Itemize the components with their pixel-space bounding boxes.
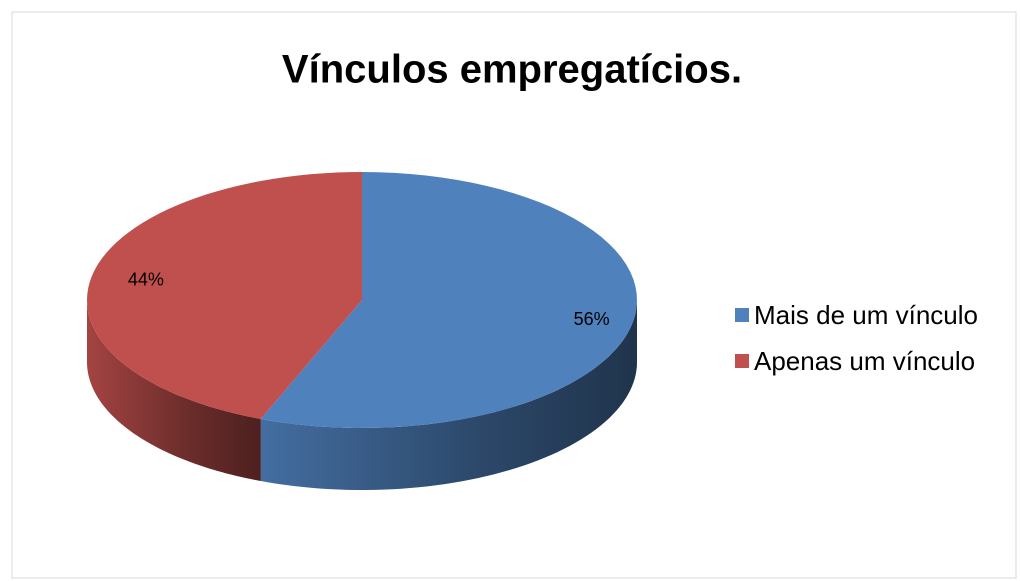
chart-title: Vínculos empregatícios. [282,48,742,92]
pie: 56% 44% [87,172,637,490]
data-label: 56% [574,309,610,329]
slice [260,172,637,428]
legend-swatch [735,308,749,322]
slice-side-shade [87,300,261,482]
legend-label: Mais de um vínculo [754,300,978,330]
legend: Mais de um vínculo Apenas um vínculo [735,300,978,376]
legend-label: Apenas um vínculo [754,346,975,376]
slice-side-shade [260,300,637,490]
slice [87,172,362,420]
legend-swatch [735,354,749,368]
data-label: 44% [128,270,164,290]
